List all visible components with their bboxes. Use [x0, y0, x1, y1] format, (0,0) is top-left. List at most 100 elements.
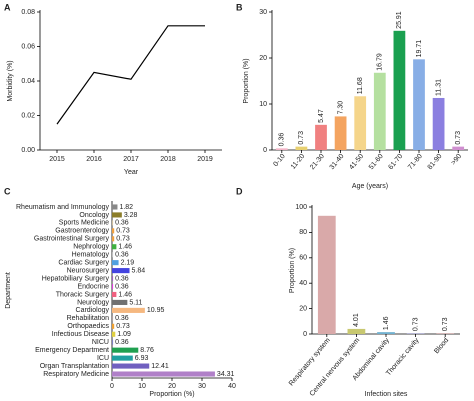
y-tick-label: 80 [299, 229, 307, 236]
y-tick-label: Hematology [72, 252, 110, 259]
y-tick-label: 60 [299, 255, 307, 262]
y-tick-label: Organ Transplantation [40, 363, 109, 370]
y-axis-title: Morbidity (%) [7, 60, 14, 101]
y-tick-label: 10 [259, 101, 267, 108]
x-tick-label: 11-20 [290, 153, 307, 171]
value-label: 3.28 [124, 212, 138, 219]
x-axis-title: Proportion (%) [149, 391, 194, 398]
bar [112, 347, 139, 353]
y-tick-label: Respiratory Medicine [43, 371, 109, 378]
value-label: 7.30 [337, 101, 344, 115]
x-tick-label: 2016 [86, 156, 102, 163]
bar [112, 339, 114, 345]
bar [112, 260, 119, 266]
bar [112, 315, 114, 321]
bar [112, 331, 116, 337]
value-label: 16.79 [377, 53, 384, 71]
x-tick-label: 10 [138, 383, 146, 390]
panel-letter: D [236, 186, 243, 196]
bar [275, 148, 288, 150]
y-axis-title: Proportion (%) [243, 58, 250, 103]
x-axis-title: Age (years) [352, 183, 388, 190]
value-label: 12.41 [151, 363, 169, 370]
y-tick-label: 20 [259, 55, 267, 62]
bar [317, 215, 336, 334]
value-label: 5.11 [129, 299, 142, 306]
value-label: 8.76 [140, 347, 154, 354]
x-tick-label: 0-10 [272, 153, 286, 168]
y-tick-label: 40 [299, 280, 307, 287]
bar [112, 291, 117, 298]
x-tick-label: >90 [450, 153, 463, 167]
value-label: 0.73 [116, 236, 130, 243]
bar [112, 283, 114, 290]
y-tick-label: Infectious Disease [52, 331, 109, 338]
bar [393, 30, 406, 151]
value-label: 0.73 [298, 131, 305, 145]
x-tick-label: 81-90 [427, 153, 444, 171]
y-tick-label: 30 [259, 9, 267, 16]
bar [334, 116, 347, 150]
value-label: 0.36 [115, 315, 129, 322]
y-tick-label: Cardiology [76, 307, 110, 314]
bar [112, 228, 115, 234]
x-tick-label: 61-70 [387, 153, 404, 171]
panel-letter: A [4, 2, 11, 12]
bar [112, 268, 130, 274]
y-axis-title: Proportion (%) [289, 248, 296, 293]
x-tick-label: 21-30 [309, 153, 326, 171]
bar [373, 72, 386, 150]
x-tick-label: 20 [168, 383, 176, 390]
y-tick-label: Neurology [77, 299, 109, 306]
value-label: 5.84 [132, 267, 146, 274]
value-label: 0.73 [116, 228, 130, 235]
value-label: 6.93 [135, 355, 149, 362]
x-axis-title: Year [124, 169, 139, 176]
y-tick-label: Thoracic Surgery [56, 291, 110, 298]
value-label: 2.19 [121, 260, 135, 267]
value-label: 1.82 [119, 204, 133, 211]
y-tick-label: NICU [92, 339, 109, 346]
value-label: 1.46 [383, 316, 390, 330]
value-label: 0.73 [412, 317, 419, 331]
value-label: 11.31 [435, 79, 442, 96]
y-tick-label: ICU [97, 355, 109, 362]
y-tick-label: Orthopaedics [67, 323, 109, 330]
bar [413, 59, 425, 150]
y-tick-label: Emergency Department [35, 347, 109, 354]
bar [112, 212, 122, 218]
y-tick-label: Sports Medicine [59, 220, 109, 227]
y-tick-label: 0.02 [21, 112, 35, 119]
x-tick-label: 30 [198, 383, 206, 390]
bar [436, 333, 455, 334]
y-tick-label: 0.06 [21, 43, 35, 50]
bar [112, 204, 118, 210]
y-tick-label: Gastrointestinal Surgery [34, 236, 110, 243]
x-tick-label: 40 [228, 383, 236, 390]
y-tick-label: Hepatobiliary Surgery [42, 275, 110, 282]
y-tick-label: Rehabilitation [67, 315, 110, 322]
y-tick-label: Endocrine [77, 283, 109, 290]
x-tick-label: 41-50 [348, 153, 365, 171]
value-label: 1.46 [118, 244, 132, 251]
x-tick-label: 51-60 [368, 153, 385, 171]
x-tick-label: Thoracic cavity [385, 337, 421, 378]
value-label: 0.73 [455, 131, 462, 145]
value-label: 0.36 [115, 220, 129, 227]
x-axis-title: Infection sites [365, 391, 408, 398]
y-tick-label: 100 [295, 204, 307, 211]
value-label: 0.36 [115, 275, 129, 282]
panel-letter: C [4, 186, 11, 196]
value-label: 0.36 [279, 133, 286, 147]
y-axis-title: Department [5, 272, 12, 309]
x-tick-label: Blood [433, 337, 450, 355]
value-label: 0.73 [442, 317, 449, 331]
bar [315, 124, 327, 150]
x-tick-label: Central nervous system [309, 337, 362, 398]
bar [112, 323, 115, 329]
bar [112, 276, 114, 282]
x-tick-label: 31-40 [329, 153, 346, 171]
value-label: 1.09 [117, 331, 131, 338]
x-tick-label: 2019 [197, 156, 213, 163]
